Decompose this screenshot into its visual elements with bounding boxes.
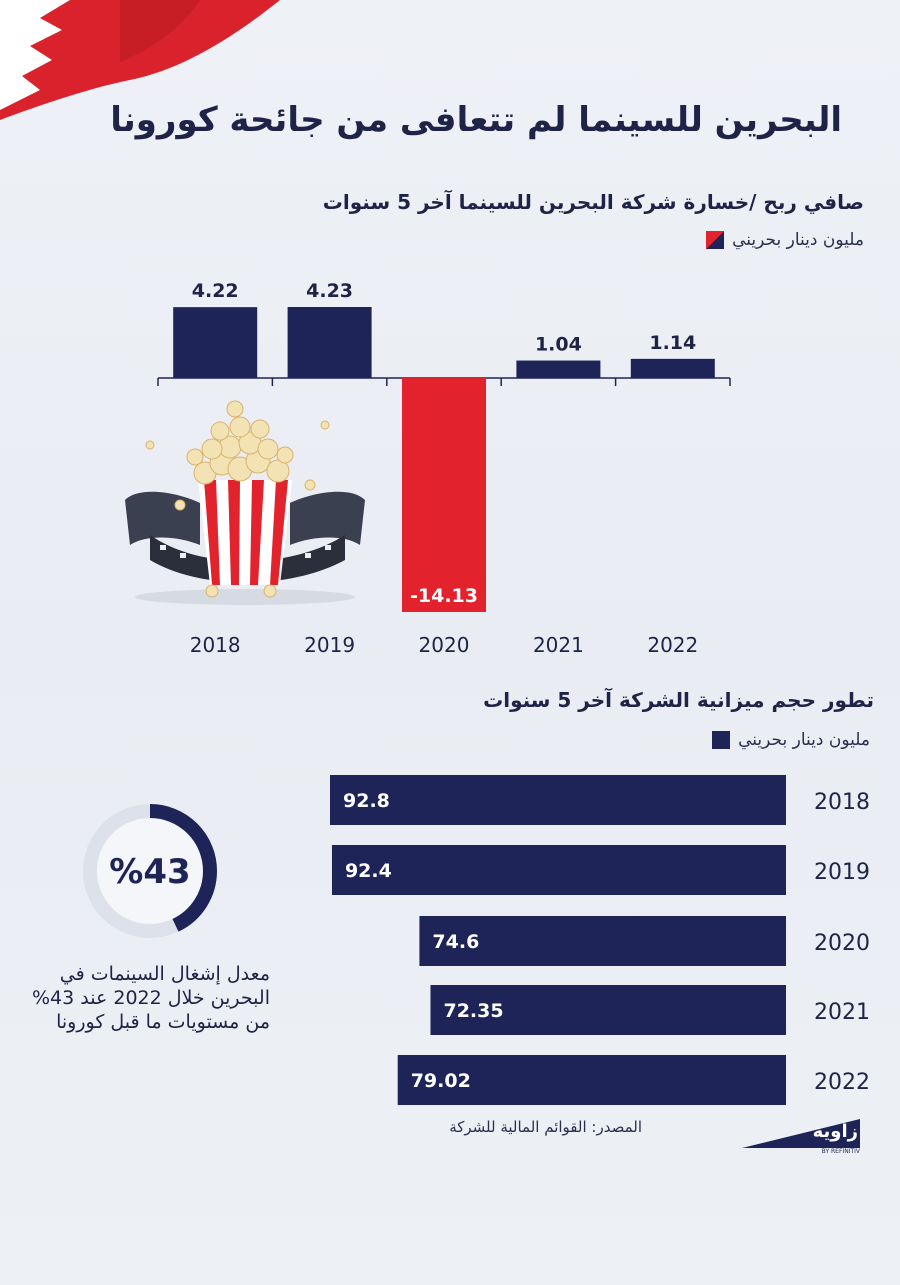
chart1-value-label: 4.23 xyxy=(306,280,353,302)
source-note: المصدر: القوائم المالية للشركة xyxy=(449,1118,642,1136)
logo-text: زاوية xyxy=(812,1121,858,1142)
chart2-value-label: 79.02 xyxy=(411,1070,471,1092)
chart2-legend-label: مليون دينار بحريني xyxy=(738,730,870,750)
chart2-value-label: 74.6 xyxy=(432,931,479,953)
zawya-logo-icon: زاوية BY REFINITIV xyxy=(742,1115,866,1155)
chart1-category-label: 2022 xyxy=(647,633,698,657)
bahrain-flag-icon xyxy=(0,0,280,120)
chart1-bar-2021 xyxy=(516,360,601,378)
popcorn-film-reel-icon xyxy=(125,400,365,605)
chart1-bar-2019 xyxy=(287,307,372,378)
chart1-value-label: 4.22 xyxy=(192,280,239,302)
occupancy-donut: %43 xyxy=(83,804,217,938)
chart2-category-label: 2018 xyxy=(814,790,870,815)
chart1-value-label: 1.04 xyxy=(535,334,582,356)
chart2-bar-2019 xyxy=(331,845,786,895)
chart2-legend: مليون دينار بحريني xyxy=(712,730,870,750)
chart2-bar-2018 xyxy=(330,775,786,825)
chart2-title: تطور حجم ميزانية الشركة آخر 5 سنوات xyxy=(483,688,874,712)
chart1-legend: مليون دينار بحريني xyxy=(706,230,864,250)
chart1-bar-2018 xyxy=(173,307,258,378)
chart1-category-label: 2021 xyxy=(533,633,584,657)
logo-byline: BY REFINITIV xyxy=(821,1148,860,1155)
profit-loss-chart: 4.22 2018 4.23 2019 -14.13 2020 1.04 2021 1.14 20… xyxy=(157,280,731,657)
legend-swatch-icon xyxy=(706,231,725,249)
page-title: البحرين للسينما لم تتعافى من جائحة كورون… xyxy=(110,100,842,140)
chart2-value-label: 92.4 xyxy=(345,860,392,882)
occupancy-value: %43 xyxy=(109,852,190,892)
chart2-category-label: 2019 xyxy=(814,860,870,885)
chart1-category-label: 2019 xyxy=(304,633,355,657)
chart2-category-label: 2021 xyxy=(814,1000,870,1025)
chart1-legend-label: مليون دينار بحريني xyxy=(732,230,864,250)
chart2-bar-2020 xyxy=(419,916,786,966)
chart2-category-label: 2020 xyxy=(814,931,870,956)
chart2-bar-2021 xyxy=(430,985,786,1035)
chart1-category-label: 2020 xyxy=(419,633,470,657)
chart2-category-label: 2022 xyxy=(814,1070,870,1095)
chart1-category-label: 2018 xyxy=(190,633,241,657)
chart1-bar-2020 xyxy=(402,378,486,612)
chart2-bar-2022 xyxy=(397,1055,786,1105)
chart2-value-label: 92.8 xyxy=(343,790,390,812)
legend-swatch-icon xyxy=(712,731,731,749)
chart1-value-label: 1.14 xyxy=(649,332,696,354)
chart1-bar-2022 xyxy=(630,358,715,378)
chart1-title: صافي ربح /خسارة شركة البحرين للسينما آخر… xyxy=(322,190,864,214)
chart2-value-label: 72.35 xyxy=(443,1000,503,1022)
chart1-value-label: -14.13 xyxy=(410,585,478,607)
occupancy-note: معدل إشغال السينمات في البحرين خلال 2022… xyxy=(31,963,270,1033)
